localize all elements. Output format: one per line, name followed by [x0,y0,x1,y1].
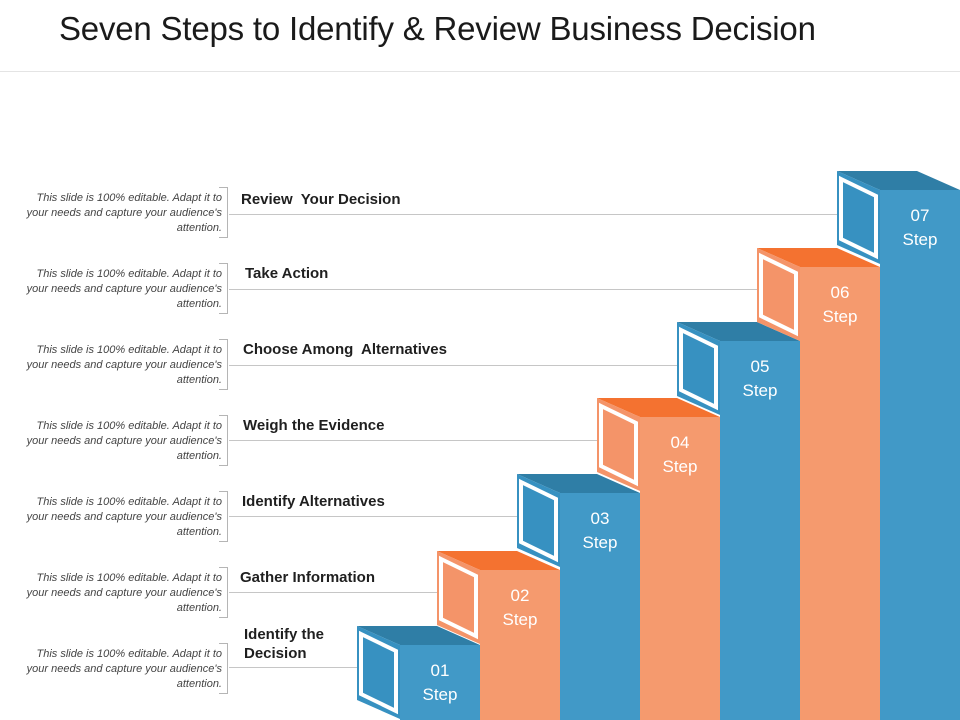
step-label: Identify Alternatives [242,493,385,510]
step-description: This slide is 100% editable. Adapt it to… [26,420,222,462]
step-label: Gather Information [240,569,376,586]
step-side-frame [679,326,718,411]
step-front-face [880,190,960,720]
step-number: 02 [511,586,530,605]
step-number: 01 [431,661,450,680]
step-description: This slide is 100% editable. Adapt it to… [26,496,222,538]
step-number: 03 [591,509,610,528]
step-side-frame [519,478,558,563]
step-front-face [400,645,480,720]
page-title: Seven Steps to Identify & Review Busines… [59,10,816,47]
step-top-face [437,551,560,570]
step-bracket [219,415,228,466]
step-block-05: 05 Step [677,322,800,720]
title-divider [0,71,960,72]
step-word: Step [903,230,938,249]
step-label: Identify the Decision [244,626,325,662]
step-number: 06 [831,283,850,302]
step-word: Step [663,457,698,476]
step-word: Step [503,610,538,629]
step-description: This slide is 100% editable. Adapt it to… [26,648,222,690]
step-word: Step [823,307,858,326]
step-bracket [219,491,228,542]
step-number: 05 [751,357,770,376]
step-side-frame [439,555,478,640]
step-block-06: 06 Step [757,248,880,720]
step-description: This slide is 100% editable. Adapt it to… [26,572,222,614]
step-front-face [720,341,800,720]
step-bracket [219,187,228,238]
step-leader-line [229,667,357,668]
step-bracket [219,263,228,314]
step-block-02: 02 Step [437,551,560,720]
step-top-face [597,398,720,417]
step-word: Step [423,685,458,704]
step-block-03: 03 Step [517,474,640,720]
step-description: This slide is 100% editable. Adapt it to… [26,268,222,310]
step-leader-line [229,214,837,215]
step-label: Weigh the Evidence [243,417,385,434]
step-top-face [757,248,880,267]
step-leader-line [229,289,757,290]
step-label: Take Action [245,265,329,282]
step-block-04: 04 Step [597,398,720,720]
step-side-frame [759,252,798,337]
step-block-07: 07 Step [837,171,960,720]
step-bracket [219,567,228,618]
step-leader-line [229,592,437,593]
step-leader-line [229,440,597,441]
step-top-face [357,626,480,645]
step-label: Review Your Decision [241,191,401,208]
step-bracket [219,339,228,390]
step-top-face [517,474,640,493]
step-label: Choose Among Alternatives [243,341,447,358]
step-number: 04 [671,433,690,452]
step-side-frame [599,402,638,487]
step-top-face [837,171,960,190]
step-side-frame [359,630,398,715]
step-leader-line [229,365,677,366]
step-word: Step [743,381,778,400]
step-number: 07 [911,206,930,225]
step-side-frame [839,175,878,260]
step-description: This slide is 100% editable. Adapt it to… [26,344,222,386]
step-word: Step [583,533,618,552]
step-top-face [677,322,800,341]
step-front-face [480,570,560,720]
step-leader-line [229,516,517,517]
step-front-face [640,417,720,720]
step-description: This slide is 100% editable. Adapt it to… [26,192,222,234]
step-block-01: 01 Step [357,626,480,720]
step-bracket [219,643,228,694]
step-front-face [800,267,880,720]
step-front-face [560,493,640,720]
